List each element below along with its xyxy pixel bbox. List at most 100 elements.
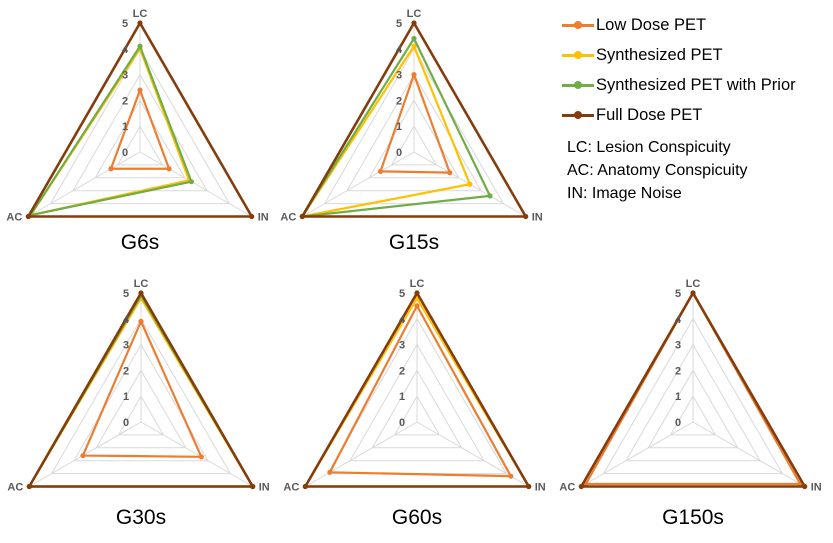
data-point-full-dose <box>302 483 308 490</box>
grid-ring <box>346 73 482 192</box>
panel-title: G60s <box>392 506 442 529</box>
axis-label-in: IN <box>258 212 269 224</box>
tick-label: 4 <box>123 314 130 326</box>
tick-label: 0 <box>123 417 129 429</box>
grid-ring <box>50 317 232 475</box>
series-line-synthesized-prior <box>29 45 193 217</box>
tick-label: 2 <box>396 95 402 107</box>
data-point-synthesized-prior <box>487 193 493 199</box>
series-line-full-dose <box>300 21 528 218</box>
tick-label: 5 <box>399 288 405 300</box>
tick-label: 0 <box>122 147 128 159</box>
series-line-full-dose <box>303 291 531 488</box>
data-point-low-dose <box>411 72 417 78</box>
panel-title: G150s <box>662 506 724 529</box>
data-point-full-dose <box>25 213 31 220</box>
data-point-full-dose <box>578 483 584 490</box>
abbrev-lc: LC: Lesion Conspicuity <box>567 139 731 156</box>
data-point-synthesized-prior <box>188 179 194 185</box>
abbrev-in: IN: Image Noise <box>567 185 682 202</box>
grid-ring <box>393 395 441 436</box>
data-point-low-dose <box>138 318 144 324</box>
legend-item-low-dose: Low Dose PET <box>562 10 830 40</box>
axis-spoke <box>139 151 252 217</box>
grid-ring <box>117 395 165 436</box>
data-point-low-dose <box>327 469 333 475</box>
axis-spoke <box>692 421 805 487</box>
data-point-full-dose <box>414 290 420 296</box>
legend-item-full-dose: Full Dose PET <box>562 100 830 130</box>
grid-ring <box>647 369 739 449</box>
tick-label: 4 <box>675 314 682 326</box>
tick-label: 5 <box>123 288 129 300</box>
data-point-full-dose <box>299 213 305 220</box>
tick-label: 2 <box>123 365 129 377</box>
radar-panel-g30s: 0 1 2 3 4 5 LC IN AC G30s <box>7 278 269 529</box>
legend-swatch-synthesized-prior <box>562 81 594 89</box>
tick-label: 5 <box>122 18 128 30</box>
data-point-synthesized <box>467 181 473 187</box>
series-line-synthesized <box>301 45 471 218</box>
legend-label-synthesized-prior: Synthesized PET with Prior <box>596 75 796 94</box>
data-point-low-dose <box>414 303 420 309</box>
legend-label-synthesized: Synthesized PET <box>596 45 723 64</box>
legend: Low Dose PET Synthesized PET Synthesized… <box>562 10 830 205</box>
axis-label-in: IN <box>535 482 546 494</box>
data-point-low-dose <box>198 454 204 460</box>
abbreviation-list: LC: Lesion Conspicuity AC: Anatomy Consp… <box>562 136 830 205</box>
tick-label: 4 <box>399 314 406 326</box>
panel-title: G6s <box>121 231 160 254</box>
abbrev-ac: AC: Anatomy Conspicuity <box>567 162 748 179</box>
tick-label: 3 <box>675 340 681 352</box>
tick-label: 2 <box>675 365 681 377</box>
data-point-full-dose <box>137 20 143 26</box>
data-point-low-dose <box>80 452 86 459</box>
tick-label: 1 <box>675 391 681 403</box>
axis-label-in: IN <box>532 212 543 224</box>
data-point-low-dose <box>137 87 143 93</box>
grid-ring <box>390 125 438 166</box>
legend-swatch-synthesized <box>562 51 594 59</box>
tick-label: 5 <box>396 18 402 30</box>
axis-label-lc: LC <box>134 278 149 290</box>
data-point-synthesized-prior <box>411 35 417 42</box>
tick-label: 3 <box>399 340 405 352</box>
tick-label: 0 <box>675 417 681 429</box>
series-line-low-dose <box>81 320 203 458</box>
grid-ring <box>349 343 485 462</box>
tick-label: 3 <box>396 70 402 82</box>
tick-label: 5 <box>675 288 681 300</box>
tick-label: 3 <box>123 340 129 352</box>
data-point-full-dose <box>138 290 144 296</box>
axis-spoke <box>581 421 694 487</box>
axis-label-lc: LC <box>686 278 701 290</box>
grid-ring <box>371 369 463 449</box>
series-line-low-dose <box>109 88 171 170</box>
axis-spoke <box>305 421 418 487</box>
grid-ring <box>602 317 784 475</box>
data-point-synthesized <box>411 43 417 49</box>
radar-panel-g150s: 0 1 2 3 4 5 LC IN AC G150s <box>559 278 821 529</box>
radar-panel-g60s: 0 1 2 3 4 5 LC IN AC G60s <box>283 278 545 529</box>
tick-label: 0 <box>399 417 405 429</box>
tick-label: 4 <box>122 44 129 56</box>
axis-label-lc: LC <box>410 278 425 290</box>
series-line-full-dose <box>579 291 807 488</box>
axis-label-ac: AC <box>559 482 575 494</box>
legend-swatch-low-dose <box>562 21 594 29</box>
grid-ring <box>116 125 164 166</box>
axis-label-ac: AC <box>7 482 23 494</box>
radar-panel-g6s: 0 1 2 3 4 5 LC IN AC G6s <box>6 8 268 254</box>
series-line-low-dose <box>379 73 451 174</box>
tick-label: 2 <box>122 95 128 107</box>
axis-spoke <box>140 421 253 487</box>
tick-label: 1 <box>399 391 405 403</box>
legend-label-low-dose: Low Dose PET <box>596 15 707 34</box>
tick-label: 1 <box>123 391 129 403</box>
tick-label: 1 <box>122 121 128 133</box>
grid-ring <box>94 99 186 179</box>
grid-ring <box>95 369 187 449</box>
legend-item-synthesized: Synthesized PET <box>562 40 830 70</box>
series-line-low-dose <box>328 304 512 478</box>
